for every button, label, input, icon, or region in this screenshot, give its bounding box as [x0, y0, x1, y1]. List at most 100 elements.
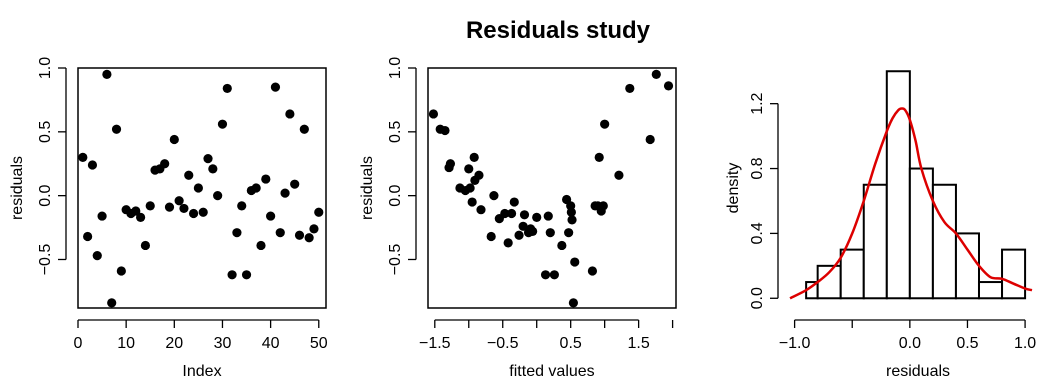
histogram-bar [931, 183, 957, 300]
data-point [651, 69, 661, 79]
data-point [251, 183, 261, 193]
plot-frame [427, 67, 677, 309]
data-point [198, 207, 208, 217]
y-tick-label: 1.0 [387, 57, 404, 79]
data-point [469, 152, 479, 162]
data-point [314, 207, 324, 217]
data-point [594, 152, 604, 162]
x-tick-label: 0.0 [899, 335, 921, 352]
histogram-bar [977, 281, 1004, 300]
data-point [600, 119, 610, 129]
figure-title: Residuals study [466, 17, 651, 44]
y-tick-label: 0.8 [749, 157, 766, 179]
data-point [564, 228, 574, 238]
data-point [164, 202, 175, 212]
data-point [587, 266, 598, 276]
x-tick-label: −1.5 [419, 335, 451, 352]
histogram-bar [954, 232, 980, 300]
data-point [663, 81, 674, 91]
data-point [625, 83, 635, 94]
data-points [78, 69, 324, 308]
data-point [92, 251, 102, 261]
y-axis-label: residuals [9, 156, 26, 220]
histogram-bar [885, 70, 911, 300]
data-point [514, 230, 524, 240]
y-tick-label: 0.0 [749, 287, 766, 309]
data-point [290, 179, 300, 189]
data-point [614, 170, 624, 180]
data-point [227, 270, 237, 280]
y-tick-label: 0.4 [749, 222, 766, 244]
data-point [532, 212, 542, 222]
data-point [140, 240, 151, 251]
data-point [543, 211, 553, 221]
y-axis: −0.5 0.0 0.5 1.0 [37, 57, 67, 276]
data-point [503, 238, 513, 248]
data-point [256, 240, 266, 251]
x-tick-label: 0.5 [956, 335, 978, 352]
y-axis: −0.5 0.0 0.5 1.0 [387, 57, 417, 275]
data-point [111, 124, 122, 134]
data-point [232, 228, 242, 238]
data-point [136, 212, 146, 222]
y-tick-label: 1.0 [37, 57, 54, 79]
data-point [102, 69, 112, 79]
histogram-bar [862, 183, 888, 300]
data-point [169, 134, 179, 145]
data-point [131, 206, 141, 216]
data-point [266, 211, 276, 221]
x-tick-label: 30 [214, 335, 232, 352]
data-point [540, 270, 551, 280]
x-tick-label: 10 [117, 335, 135, 352]
y-axis-label: density [725, 163, 742, 214]
x-tick-label: −0.5 [487, 335, 519, 352]
data-point [476, 205, 486, 215]
x-axis-label: fitted values [509, 363, 594, 380]
data-point [528, 226, 538, 237]
data-point [509, 197, 519, 207]
histogram-bars [805, 70, 1027, 300]
data-point [217, 119, 228, 129]
x-tick-label: 0.5 [560, 335, 582, 352]
data-point [465, 183, 475, 193]
data-point [174, 196, 184, 206]
data-point [270, 82, 281, 92]
x-tick-label: 20 [165, 335, 183, 352]
y-tick-label: −0.5 [37, 244, 54, 276]
y-axis-label: residuals [359, 156, 376, 220]
data-point [518, 221, 528, 231]
x-tick-label: 40 [262, 335, 280, 352]
data-point [160, 159, 170, 169]
data-point [285, 109, 295, 119]
x-axis: −1.0 0.0 0.5 1.0 [779, 319, 1036, 352]
panel-residuals-vs-index: 0 10 20 30 40 50 −0.5 0.0 0.5 1.0 Index residual… [9, 57, 328, 380]
x-axis-label: Index [182, 363, 221, 380]
data-point [545, 228, 555, 238]
data-point [299, 124, 309, 134]
x-tick-label: 50 [310, 335, 328, 352]
data-point [645, 134, 655, 145]
data-point [464, 164, 474, 174]
data-point [275, 228, 285, 238]
x-tick-label: 1.0 [1014, 335, 1036, 352]
data-point [445, 159, 456, 169]
histogram-bar [908, 167, 934, 300]
histogram-bar [839, 248, 865, 300]
data-point [145, 201, 155, 211]
data-point [261, 174, 271, 184]
y-tick-label: 1.2 [749, 92, 766, 114]
data-point [474, 170, 484, 180]
data-point [549, 270, 559, 280]
data-point [467, 197, 477, 207]
data-point [489, 191, 499, 201]
data-point [188, 208, 199, 219]
data-point [304, 233, 314, 243]
data-point [83, 231, 93, 242]
data-point [519, 210, 530, 220]
data-point [184, 170, 194, 180]
x-axis: −1.5 −0.5 0.5 1.5 [419, 319, 674, 352]
data-point [87, 160, 98, 170]
data-point [237, 201, 247, 211]
density-curve [789, 107, 1033, 300]
